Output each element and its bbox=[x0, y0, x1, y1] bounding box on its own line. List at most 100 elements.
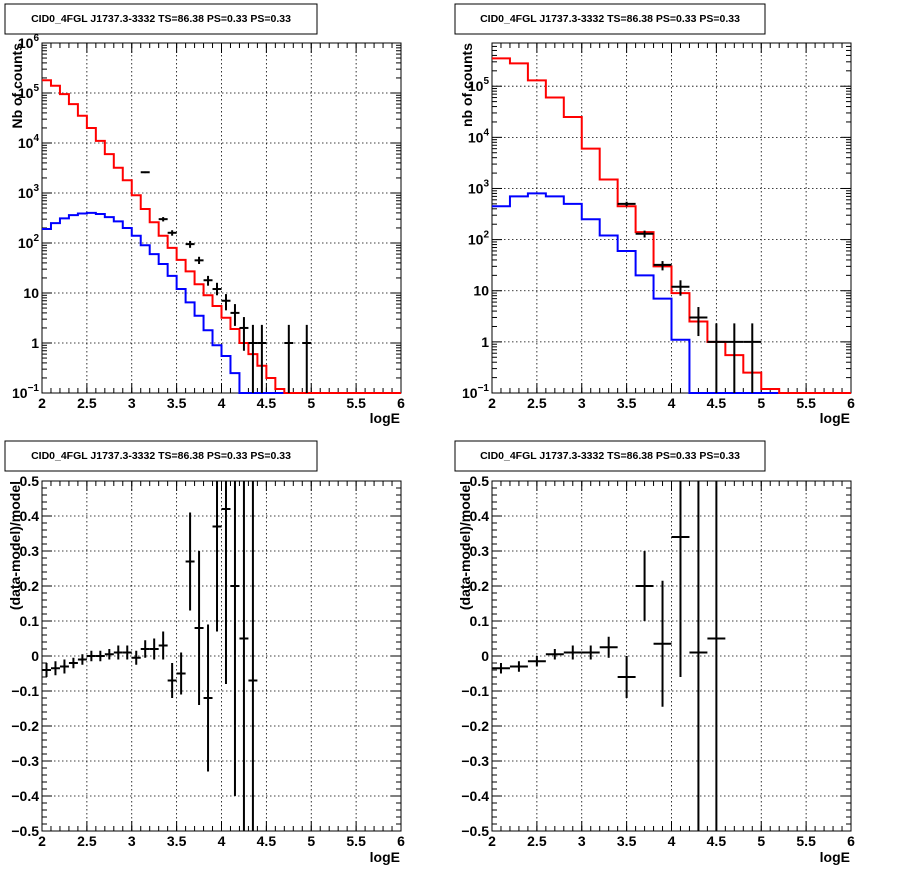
y-tick-label: 104 bbox=[468, 127, 490, 145]
residual-point bbox=[212, 481, 222, 632]
residual-point bbox=[113, 645, 123, 660]
residual-point bbox=[653, 580, 672, 707]
y-tick-label: −0.2 bbox=[11, 718, 39, 734]
residual-point bbox=[509, 661, 528, 672]
grid-lines bbox=[492, 481, 851, 831]
x-tick-label: 4.5 bbox=[257, 833, 277, 849]
x-tick-label: 3.5 bbox=[167, 833, 187, 849]
residual-point bbox=[203, 624, 213, 772]
data-point bbox=[302, 324, 312, 393]
y-tick-label: 0.5 bbox=[20, 473, 40, 489]
y-tick-label: −0.1 bbox=[11, 683, 39, 699]
y-tick-label: 106 bbox=[18, 33, 40, 51]
x-tick-label: 6 bbox=[847, 395, 855, 411]
chart-title: CID0_4FGL J1737.3-3332 TS=86.38 PS=0.33 … bbox=[31, 13, 291, 25]
residual-point bbox=[527, 656, 546, 667]
data-point bbox=[689, 307, 708, 337]
y-tick-label: 1 bbox=[481, 334, 489, 350]
x-tick-label: 6 bbox=[397, 395, 405, 411]
model-total-step-line bbox=[42, 79, 401, 394]
y-axis-title: nb of counts bbox=[459, 43, 475, 127]
residual-point bbox=[122, 645, 132, 660]
model-total-step-line bbox=[492, 57, 851, 394]
x-tick-label: 2.5 bbox=[527, 833, 547, 849]
residual-point bbox=[707, 481, 726, 831]
residual-point bbox=[158, 631, 168, 660]
pad-top-right: CID0_4FGL J1737.3-3332 TS=86.38 PS=0.33 … bbox=[454, 3, 855, 426]
plot-area: 2 2.5 3 3.5 4 4.5 5 5.5 6 10−1 1 10 102 103 104 105 106 bbox=[12, 33, 405, 411]
residual-point bbox=[167, 663, 177, 698]
y-tick-label: −0.2 bbox=[461, 718, 489, 734]
y-tick-label: 0.4 bbox=[470, 508, 490, 524]
data-point bbox=[239, 317, 249, 351]
data-point bbox=[248, 324, 258, 393]
y-tick-label: 0.1 bbox=[470, 613, 490, 629]
residual-point bbox=[581, 645, 600, 660]
residual-point bbox=[239, 481, 249, 831]
residual-point bbox=[42, 663, 51, 677]
x-tick-label: 4 bbox=[218, 833, 226, 849]
residual-point bbox=[140, 640, 150, 658]
title-box bbox=[4, 440, 318, 472]
model-component-step-line bbox=[492, 192, 851, 394]
data-point bbox=[725, 323, 744, 393]
residual-point bbox=[545, 649, 564, 660]
x-tick-label: 2.5 bbox=[527, 395, 547, 411]
y-tick-label: −0.3 bbox=[11, 753, 39, 769]
x-tick-label: 4 bbox=[218, 395, 226, 411]
x-tick-label: 2.5 bbox=[77, 395, 97, 411]
y-tick-label: 10−1 bbox=[12, 383, 39, 401]
y-tick-label: 102 bbox=[18, 233, 40, 251]
residual-point bbox=[492, 663, 510, 674]
chart-title: CID0_4FGL J1737.3-3332 TS=86.38 PS=0.33 … bbox=[480, 13, 740, 25]
residual-point bbox=[77, 654, 87, 665]
data-point bbox=[185, 240, 195, 248]
x-tick-label: 3 bbox=[128, 395, 136, 411]
residual-point bbox=[617, 656, 636, 698]
residual-point bbox=[635, 551, 654, 621]
y-tick-label: 0.2 bbox=[470, 578, 490, 594]
x-tick-label: 2 bbox=[38, 833, 46, 849]
residual-point bbox=[563, 645, 582, 660]
x-tick-label: 4.5 bbox=[257, 395, 277, 411]
y-tick-label: −0.5 bbox=[11, 823, 39, 839]
y-axis-title: (data-model)/model bbox=[7, 481, 23, 610]
x-tick-label: 5 bbox=[757, 395, 765, 411]
residual-point bbox=[185, 512, 195, 611]
x-tick-label: 6 bbox=[397, 833, 405, 849]
x-tick-label: 3.5 bbox=[617, 833, 637, 849]
pad-bottom-right: CID0_4FGL J1737.3-3332 TS=86.38 PS=0.33 … bbox=[454, 440, 855, 865]
data-point bbox=[671, 280, 690, 296]
x-tick-label: 4 bbox=[668, 833, 676, 849]
y-tick-label: 0.3 bbox=[470, 543, 490, 559]
y-tick-label: 10−1 bbox=[462, 383, 489, 401]
pad-bottom-left: CID0_4FGL J1737.3-3332 TS=86.38 PS=0.33 … bbox=[4, 440, 405, 865]
title-box bbox=[454, 3, 766, 35]
data-point bbox=[221, 294, 231, 311]
data-point bbox=[230, 304, 240, 326]
chart-title: CID0_4FGL J1737.3-3332 TS=86.38 PS=0.33 … bbox=[31, 450, 291, 462]
x-tick-label: 5 bbox=[307, 833, 315, 849]
x-tick-label: 3.5 bbox=[167, 395, 187, 411]
x-tick-label: 2.5 bbox=[77, 833, 97, 849]
x-axis-title: logE bbox=[370, 849, 400, 865]
y-tick-label: 0 bbox=[481, 648, 489, 664]
x-tick-label: 5.5 bbox=[796, 833, 816, 849]
x-tick-label: 5.5 bbox=[796, 395, 816, 411]
title-box bbox=[454, 440, 766, 472]
x-tick-label: 3.5 bbox=[617, 395, 637, 411]
y-tick-label: 0.2 bbox=[20, 578, 40, 594]
data-point bbox=[635, 230, 654, 238]
residual-point bbox=[149, 638, 159, 660]
residual-point bbox=[176, 652, 186, 695]
x-axis-title: logE bbox=[820, 410, 850, 426]
residual-point bbox=[248, 481, 258, 831]
data-point bbox=[743, 323, 762, 393]
y-tick-label: 10 bbox=[23, 285, 39, 301]
residual-point bbox=[95, 650, 105, 662]
x-tick-label: 2 bbox=[38, 395, 46, 411]
title-box bbox=[4, 3, 318, 35]
x-tick-label: 5.5 bbox=[346, 833, 366, 849]
data-point bbox=[140, 171, 150, 174]
